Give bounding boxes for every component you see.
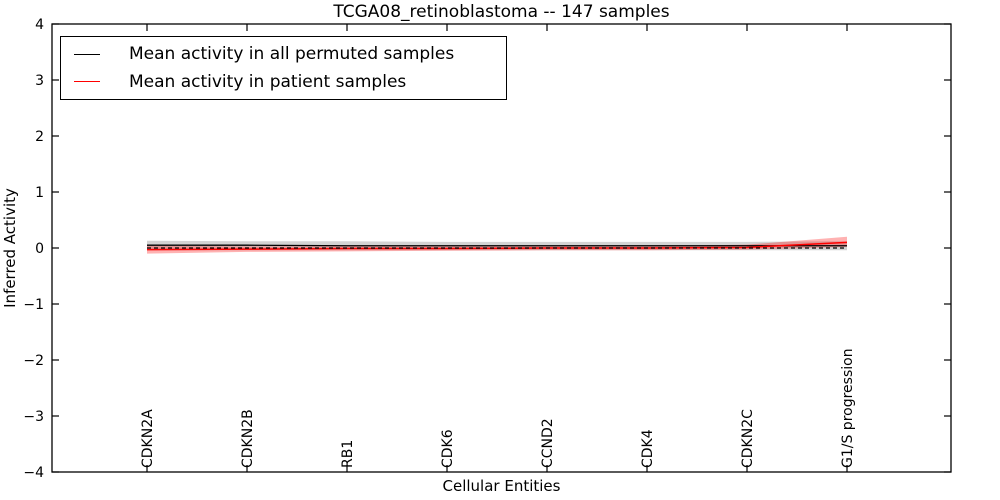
y-axis-label: Inferred Activity [1, 188, 19, 308]
chart-title: TCGA08_retinoblastoma -- 147 samples [333, 2, 670, 22]
y-tick-label: 0 [35, 241, 44, 257]
y-tick-label: 3 [35, 73, 44, 89]
x-tick-label: CDKN2B [240, 409, 256, 468]
x-tick-label: CDK6 [440, 429, 456, 468]
legend-label-permuted: Mean activity in all permuted samples [129, 44, 455, 65]
x-tick-label: CCND2 [540, 418, 556, 468]
x-tick-label: RB1 [340, 440, 356, 468]
legend-entry-permuted: Mean activity in all permuted samples [74, 44, 506, 64]
x-tick-label: G1/S progression [840, 348, 856, 468]
legend: Mean activity in all permuted samples Me… [60, 36, 507, 100]
x-axis-label: Cellular Entities [442, 477, 561, 495]
x-tick-label: CDKN2C [740, 409, 756, 468]
red-line-swatch [74, 81, 100, 83]
y-tick-label: 1 [35, 185, 44, 201]
black-line-swatch [74, 53, 100, 55]
legend-entry-patient: Mean activity in patient samples [74, 72, 506, 92]
y-tick-label: 4 [35, 17, 44, 33]
series-line-0 [147, 244, 847, 247]
x-tick-label: CDKN2A [140, 409, 156, 468]
y-tick-label: −4 [23, 465, 44, 481]
legend-label-patient: Mean activity in patient samples [129, 71, 407, 92]
x-tick-label: CDK4 [640, 429, 656, 468]
y-tick-label: 2 [35, 129, 44, 145]
y-tick-label: −3 [23, 409, 44, 425]
y-tick-label: −2 [23, 353, 44, 369]
y-tick-label: −1 [23, 297, 44, 313]
